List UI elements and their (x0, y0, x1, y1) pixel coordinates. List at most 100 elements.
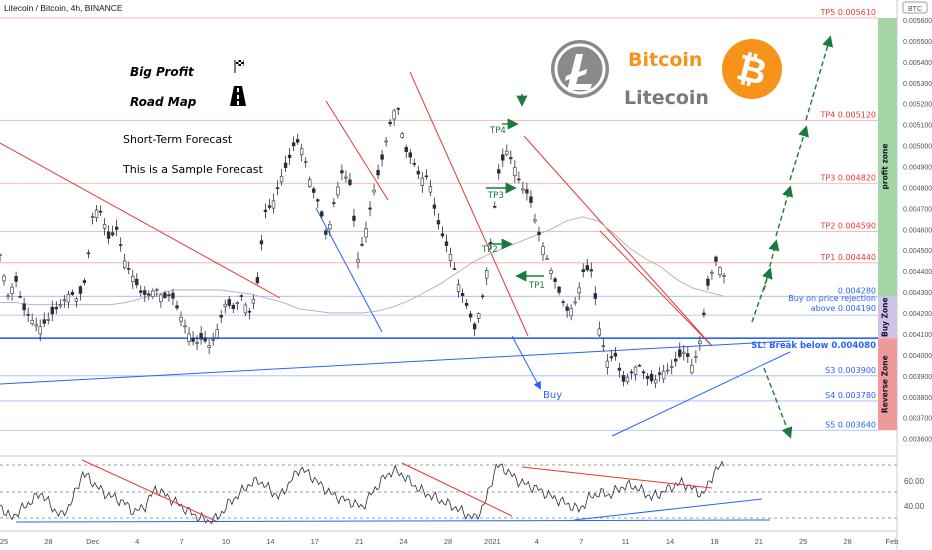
price-tick-label: 0.004200 (903, 311, 932, 318)
candle-body (22, 303, 26, 311)
candle-body (118, 244, 123, 246)
candle-body (641, 371, 646, 374)
candle-body (557, 286, 561, 293)
candle-body (493, 205, 497, 208)
heading-road-map: Road Map (130, 95, 197, 109)
short-term-forecast: Short-Term Forecast (123, 133, 233, 146)
candle-body (223, 303, 227, 307)
tp2-tag: TP2 (481, 245, 498, 255)
rsi-red-trend-3 (521, 466, 713, 489)
candle-body (54, 306, 59, 310)
candle-body (565, 306, 569, 311)
candle-body (521, 188, 525, 191)
candle-body (187, 333, 191, 342)
candle-body (601, 345, 606, 347)
zone-label: Buy Zone (881, 297, 890, 337)
candle-body (139, 290, 143, 293)
blue-support-long (0, 340, 791, 385)
candle-body (436, 220, 441, 225)
rsi-path (0, 460, 725, 525)
candle-body (412, 163, 416, 165)
time-tick-label: 4 (535, 537, 539, 546)
candle-body (255, 277, 260, 284)
candle-body (215, 329, 219, 339)
candle-body (706, 278, 710, 286)
red-trendline-5 (599, 230, 713, 347)
time-tick-label: 14 (266, 537, 274, 546)
candles-layer (0, 107, 726, 389)
level-label: TP3 0.004820 (819, 173, 876, 182)
candle-body (243, 304, 248, 314)
candle-body (722, 275, 726, 277)
candle-body (86, 252, 91, 255)
tp3-tag: TP3 (487, 191, 504, 201)
zone-reverse-zone (878, 338, 897, 431)
candle-body (151, 290, 155, 297)
candle-body (191, 338, 195, 342)
candle-body (70, 292, 75, 295)
candle-body (581, 269, 585, 272)
price-tick-label: 0.003700 (903, 416, 932, 423)
price-tick-label: 0.004000 (903, 353, 932, 360)
candle-body (456, 284, 461, 292)
candle-body (46, 319, 50, 321)
candle-body (501, 154, 505, 161)
bitcoin-logo-icon: ₿ (722, 39, 782, 99)
candle-body (678, 349, 682, 357)
candle-body (199, 333, 203, 340)
candle-body (34, 324, 38, 327)
logo-bitcoin-word: Bitcoin (628, 49, 702, 71)
candle-body (702, 312, 706, 315)
candle-body (424, 175, 429, 178)
level-label: SL: Break below 0.004080 (751, 341, 876, 351)
level-label: TP4 0.005120 (819, 110, 876, 119)
candle-body (509, 157, 513, 160)
price-tick-label: 0.004700 (903, 206, 932, 213)
candle-body (340, 170, 344, 174)
candle-body (452, 268, 457, 270)
candle-body (541, 246, 545, 255)
buy-label: Buy (543, 390, 562, 401)
price-tick-label: 0.003600 (903, 437, 932, 444)
candle-body (94, 209, 99, 218)
candle-body (2, 275, 6, 282)
candle-body (98, 210, 103, 213)
candle-body (674, 358, 678, 362)
tp4-tag: TP4 (489, 126, 506, 136)
candle-body (428, 186, 433, 193)
candle-body (299, 148, 304, 156)
candle-body (613, 352, 618, 357)
time-tick-label: 7 (579, 537, 583, 546)
candle-body (356, 259, 360, 263)
candle-body (332, 202, 336, 204)
candle-body (312, 188, 316, 193)
candle-body (275, 187, 280, 189)
level-label: S3 0.003900 (825, 366, 876, 375)
candle-body (267, 205, 272, 208)
price-tick-label: 0.004800 (903, 185, 932, 192)
time-tick-label: 11 (622, 537, 630, 546)
level-label: S4 0.003780 (825, 391, 876, 400)
level-label: above 0.004190 (811, 304, 876, 313)
candle-body (380, 154, 384, 160)
forecast-arrow-1 (751, 267, 773, 323)
zone-label: profit zone (881, 144, 890, 190)
candle-body (303, 161, 308, 163)
price-tick-label: 0.004300 (903, 290, 932, 297)
price-tick-label: 0.004600 (903, 227, 932, 234)
candle-body (279, 175, 284, 183)
candle-body (316, 199, 320, 202)
candle-body (122, 260, 127, 269)
blue-trendlines (0, 207, 791, 437)
candle-body (480, 295, 485, 298)
moving-average (0, 216, 725, 314)
candle-body (6, 295, 10, 298)
buy-projection-arrow (511, 335, 541, 390)
price-tick-label: 0.005600 (903, 18, 932, 25)
candle-body (247, 311, 252, 313)
candle-body (159, 294, 163, 303)
candle-body (219, 314, 223, 318)
price-tick-label: 0.005200 (903, 102, 932, 109)
zone-profit-zone (878, 17, 897, 316)
